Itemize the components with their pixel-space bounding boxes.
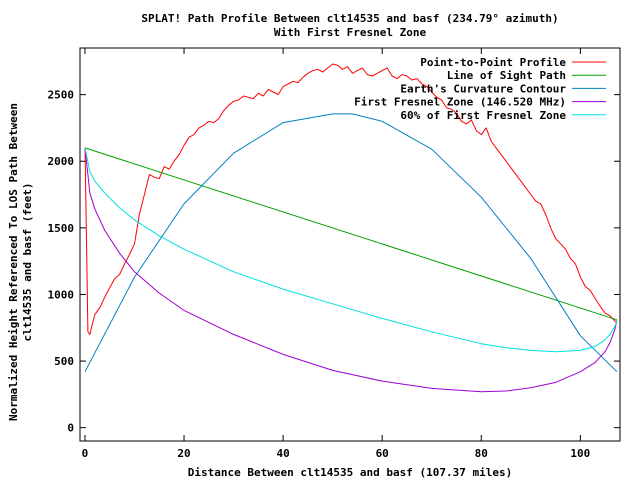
x-tick-label: 80 [475,447,488,460]
y-tick-label: 0 [67,422,74,435]
chart-subtitle: With First Fresnel Zone [274,26,427,39]
y-tick-label: 1000 [48,288,75,301]
plot-frame [79,47,621,442]
y-axis-label-line-1: Normalized Height Referenced To LOS Path… [7,103,20,421]
series-line-line-of-sight-path [84,147,618,321]
x-tick-label: 20 [177,447,190,460]
y-tick-label: 2500 [48,89,75,102]
x-tick-label: 40 [276,447,289,460]
y-tick-label: 1500 [48,222,75,235]
legend-label: First Fresnel Zone (146.520 MHz) [354,96,566,109]
chart-title: SPLAT! Path Profile Between clt14535 and… [141,12,558,25]
series-line-earth-s-curvature-contour [84,113,618,373]
series-line-first-fresnel-zone-146-520-mhz [84,147,618,393]
x-axis-ticks: 0 20 40 60 80 100 [82,48,590,460]
x-tick-label: 0 [82,447,89,460]
x-axis-label: Distance Between clt14535 and basf (107.… [188,466,513,479]
series-group [84,63,618,393]
y-axis-label-line-2: clt14535 and basf (feet) [21,183,34,342]
legend-label: Point-to-Point Profile [420,56,566,69]
series-line-60-of-first-fresnel-zone [84,147,618,353]
y-tick-label: 2000 [48,155,75,168]
legend-label: Line of Sight Path [447,69,566,82]
x-tick-label: 60 [376,447,389,460]
legend-label: Earth's Curvature Contour [400,82,566,95]
y-axis-ticks: 0 500 1000 1500 2000 2500 [48,89,620,435]
legend-label: 60% of First Fresnel Zone [400,109,566,122]
y-tick-label: 500 [54,355,74,368]
x-tick-label: 100 [570,447,590,460]
